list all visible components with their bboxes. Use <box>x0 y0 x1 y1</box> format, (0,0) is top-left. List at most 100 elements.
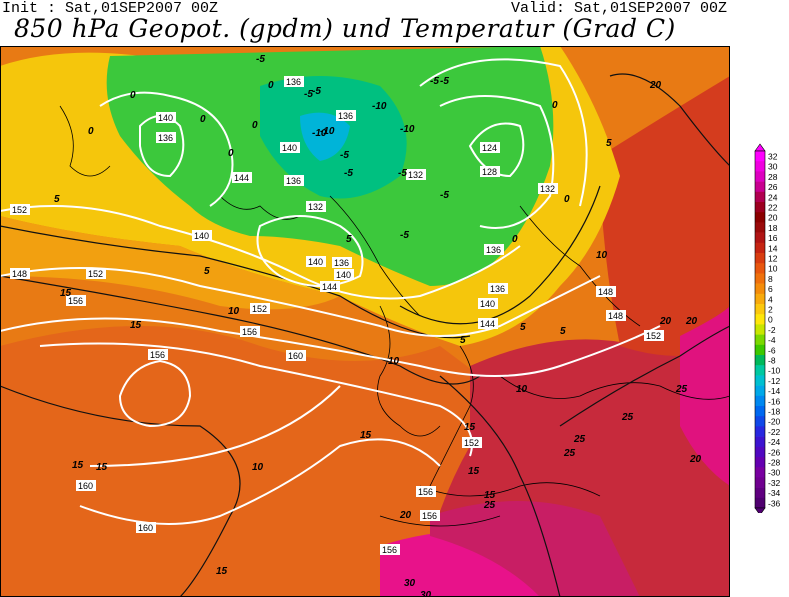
geopotential-label-text: 156 <box>68 296 83 306</box>
temperature-label-text: -5 <box>344 168 353 179</box>
legend-label: 30 <box>768 162 778 172</box>
legend-arrow-top <box>754 143 766 152</box>
legend-label: -26 <box>768 447 781 457</box>
temperature-label-text: 15 <box>464 422 476 433</box>
label-144: 144 <box>232 172 252 183</box>
label-144b: 144 <box>320 281 340 292</box>
legend-swatch <box>755 242 765 254</box>
legend-swatch <box>755 365 765 376</box>
temperature-label-text: 0 <box>200 114 206 125</box>
temperature-label-text: 25 <box>621 412 634 423</box>
geopotential-label-text: 156 <box>150 350 165 360</box>
legend-swatch <box>755 487 765 499</box>
label-132b: 132 <box>406 169 426 180</box>
legend-label: 8 <box>768 274 773 284</box>
legend-label: 2 <box>768 305 773 315</box>
temperature-label-text: -5 <box>340 150 349 161</box>
legend-label: 26 <box>768 182 778 192</box>
legend-swatch <box>755 202 765 213</box>
legend-label: -22 <box>768 427 781 437</box>
legend-swatch <box>755 334 765 346</box>
temperature-label-text: 0 <box>228 148 234 159</box>
temperature-label-text: -10 <box>320 126 335 137</box>
temperature-label-text: 0 <box>88 126 94 137</box>
legend-label: 28 <box>768 172 778 182</box>
temperature-label-text: 10 <box>388 356 400 367</box>
label-160: 160 <box>286 350 306 361</box>
legend-label: 6 <box>768 284 773 294</box>
temperature-label-text: 20 <box>399 510 412 521</box>
label-156e: 156 <box>416 486 436 497</box>
label-148c: 148 <box>606 310 626 321</box>
label-156f: 156 <box>420 510 440 521</box>
temperature-label-text: 15 <box>72 460 84 471</box>
label-152e: 152 <box>462 437 482 448</box>
temperature-label-text: 25 <box>675 384 688 395</box>
temperature-label-text: 20 <box>659 316 672 327</box>
label-140e: 140 <box>192 230 212 241</box>
geopotential-label-text: 140 <box>336 270 351 280</box>
legend-swatch <box>755 171 765 182</box>
legend-label: 32 <box>768 152 778 162</box>
geopotential-label-text: 132 <box>408 170 423 180</box>
temperature-label-text: 5 <box>54 194 60 205</box>
legend-label: -32 <box>768 478 781 488</box>
label-136c: 136 <box>284 175 304 186</box>
legend-swatch <box>755 191 765 203</box>
geopotential-label-text: 140 <box>480 299 495 309</box>
temperature-label-text: 25 <box>563 448 576 459</box>
label-132c: 132 <box>538 183 558 194</box>
legend-swatch <box>755 232 765 244</box>
temperature-label-text: 0 <box>564 194 570 205</box>
temperature-label-text: 30 <box>420 590 432 597</box>
legend-label: -2 <box>768 325 776 335</box>
legend-bar: 32302826242220181614121086420-2-4-6-8-10… <box>754 143 781 516</box>
temperature-label-text: 10 <box>596 250 608 261</box>
legend-label: 10 <box>768 264 778 274</box>
geopotential-label-text: 156 <box>422 511 437 521</box>
geopotential-label-text: 140 <box>282 143 297 153</box>
temperature-label-text: 10 <box>252 462 264 473</box>
temperature-field-east <box>600 76 730 356</box>
temperature-label-text: -5 <box>398 168 407 179</box>
legend-label: 24 <box>768 192 778 202</box>
label-160b: 160 <box>76 480 96 491</box>
geopotential-label-text: 136 <box>286 176 301 186</box>
temperature-label-text: 30 <box>404 578 416 589</box>
label-140f: 140 <box>306 256 326 267</box>
legend-label: -4 <box>768 335 776 345</box>
geopotential-label-text: 148 <box>608 311 623 321</box>
legend-swatch <box>755 212 765 223</box>
temperature-label-text: 15 <box>468 466 480 477</box>
geopotential-label-text: 152 <box>464 438 479 448</box>
label-140d: 140 <box>478 298 498 309</box>
legend-label: 22 <box>768 203 778 213</box>
legend-label: 0 <box>768 315 773 325</box>
temperature-label-text: 20 <box>689 454 702 465</box>
temperature-label-text: 5 <box>346 234 352 245</box>
legend-swatch <box>755 273 765 284</box>
temperature-label-text: 15 <box>60 288 72 299</box>
temperature-label-text: 15 <box>360 430 372 441</box>
legend-label: -14 <box>768 386 781 396</box>
temperature-label-text: -5 <box>430 76 439 87</box>
legend-swatch <box>755 395 765 407</box>
geopotential-label-text: 136 <box>158 133 173 143</box>
label-152d: 152 <box>644 330 664 341</box>
legend-label: -20 <box>768 417 781 427</box>
temperature-label-text: 15 <box>96 462 108 473</box>
geopotential-label-text: 156 <box>242 327 257 337</box>
temperature-label-text: -5 <box>440 190 449 201</box>
temperature-labels: -5 -5 -5 -5 -5 -10 -10 -10 -5 -5 -5 -5 -… <box>54 54 702 597</box>
legend-swatch <box>755 436 765 448</box>
geopotential-label-text: 144 <box>480 319 495 329</box>
legend-swatch <box>755 324 765 335</box>
geopotential-label-text: 136 <box>338 111 353 121</box>
init-time-label: Init : Sat,01SEP2007 00Z <box>2 0 219 17</box>
label-132: 132 <box>306 201 326 212</box>
temperature-label-text: 5 <box>606 138 612 149</box>
label-140b: 140 <box>280 142 300 153</box>
label-156b: 156 <box>240 326 260 337</box>
geopotential-label-text: 160 <box>288 351 303 361</box>
temperature-label-text: 10 <box>516 384 528 395</box>
